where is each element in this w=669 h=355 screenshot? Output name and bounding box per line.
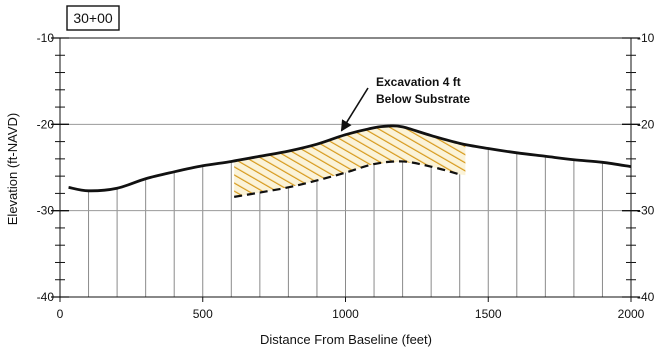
substrate-line: [68, 124, 632, 193]
station-label-box: 30+00: [66, 5, 120, 31]
x-tick-label: 1000: [332, 307, 359, 321]
annotation-arrow: [340, 87, 369, 132]
y-axis-title: Elevation (ft-NAVD): [5, 113, 20, 225]
x-tick-label: 1500: [475, 307, 502, 321]
y-tick-label-right: -10: [637, 31, 655, 45]
axis-ticks: [51, 37, 640, 302]
y-tick-labels-left: -10 -20 -30 -40: [37, 31, 55, 304]
y-tick-label-left: -20: [37, 117, 55, 131]
excavation-annotation: Excavation 4 ft Below Substrate: [340, 75, 470, 132]
x-tick-label: 500: [193, 307, 213, 321]
y-tick-label-right: -40: [637, 290, 655, 304]
y-tick-label-left: -40: [37, 290, 55, 304]
x-tick-labels: 0 500 1000 1500 2000: [57, 307, 645, 321]
x-tick-label: 0: [57, 307, 64, 321]
annotation-line2: Below Substrate: [376, 92, 470, 106]
y-tick-labels-right: -10 -20 -30 -40: [637, 31, 655, 304]
y-tick-label-left: -10: [37, 31, 55, 45]
x-tick-label: 2000: [618, 307, 645, 321]
y-tick-label-left: -30: [37, 204, 55, 218]
x-axis-title: Distance From Baseline (feet): [260, 332, 432, 347]
y-tick-label-right: -20: [637, 117, 655, 131]
annotation-line1: Excavation 4 ft: [376, 75, 461, 89]
y-tick-label-right: -30: [637, 204, 655, 218]
excavation-area: [234, 126, 466, 197]
station-label: 30+00: [73, 10, 113, 26]
